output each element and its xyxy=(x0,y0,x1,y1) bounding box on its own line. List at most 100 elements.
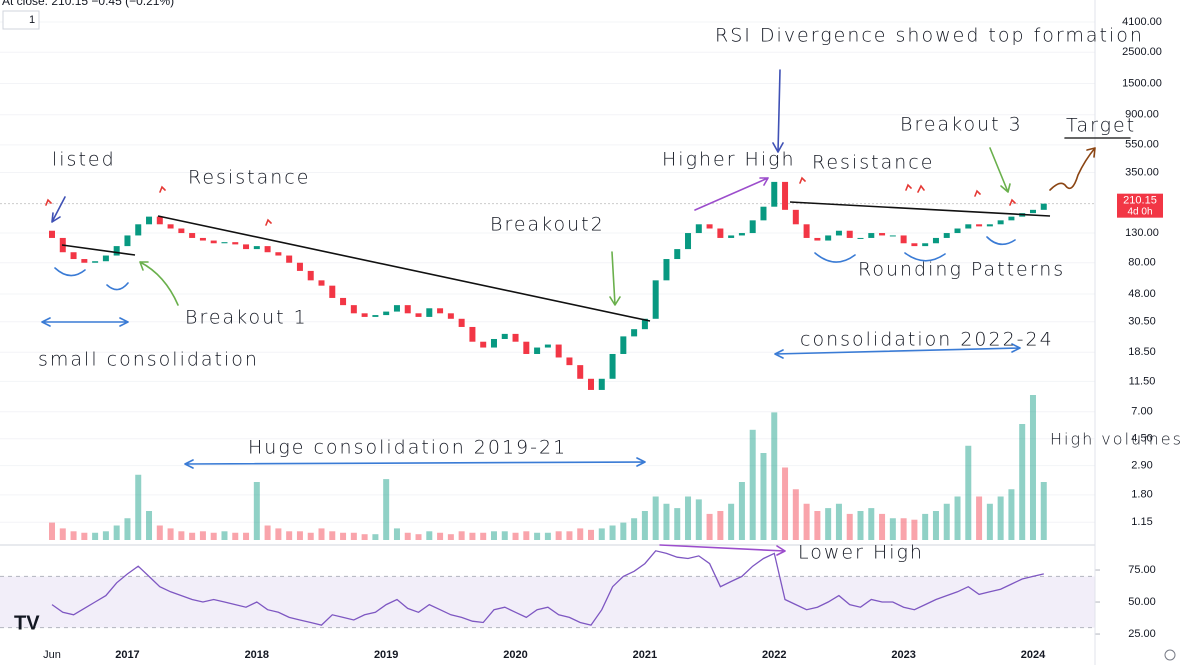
candle-body xyxy=(771,181,778,207)
volume-bar xyxy=(544,532,551,540)
volume-bar xyxy=(943,503,950,540)
y-tick-label: 11.50 xyxy=(1129,375,1156,387)
volume-bar xyxy=(803,503,810,540)
volume-bar xyxy=(1008,489,1015,540)
volume-bar xyxy=(340,532,347,540)
volume-bar xyxy=(102,531,109,540)
candle-body xyxy=(943,233,950,238)
volume-bar xyxy=(555,531,562,540)
volume-bar xyxy=(490,531,497,540)
volume-bar xyxy=(393,528,400,540)
candle-body xyxy=(911,243,918,247)
rsi-tick-label: 50.00 xyxy=(1128,596,1156,608)
y-tick-label: 1.80 xyxy=(1131,489,1152,501)
volume-bar xyxy=(846,513,853,540)
annotation: consolidation 2022-24 xyxy=(800,329,1054,351)
interval[interactable]: 1 xyxy=(29,14,35,26)
volume-bar xyxy=(965,445,972,540)
annotation: Huge consolidation 2019-21 xyxy=(248,437,567,459)
annotation: Lower High xyxy=(798,542,924,564)
candle-body xyxy=(480,341,487,348)
countdown: 4d 0h xyxy=(1127,206,1152,217)
volume-bar xyxy=(706,513,713,540)
volume-bar xyxy=(210,532,217,540)
y-tick-label: 2500.00 xyxy=(1122,46,1162,58)
candle-body xyxy=(92,261,99,263)
volume-bar xyxy=(458,531,465,540)
candle-body xyxy=(523,341,530,354)
volume-bar xyxy=(889,518,896,540)
volume-bar xyxy=(189,532,196,540)
candle-body xyxy=(437,308,444,314)
volume-bar xyxy=(92,532,99,540)
candle-body xyxy=(620,336,627,354)
y-tick-label: 2.90 xyxy=(1131,460,1152,472)
candle-body xyxy=(976,224,983,227)
y-tick-label: 130.00 xyxy=(1125,227,1159,239)
candle-body xyxy=(598,378,605,390)
annotations: listed Resistance Breakout 1 small conso… xyxy=(38,25,1181,564)
volume-bar xyxy=(286,531,293,540)
candle-body xyxy=(717,228,724,238)
volume-bar xyxy=(954,496,961,540)
candle-body xyxy=(426,308,433,317)
volume-bar xyxy=(523,531,530,540)
candle-body xyxy=(296,262,303,271)
volume-bar xyxy=(480,532,487,540)
rsi-band xyxy=(0,576,1095,628)
volume-pane xyxy=(49,395,1047,540)
volume-bar xyxy=(609,525,616,540)
candle-body xyxy=(1029,209,1036,214)
candle-body xyxy=(210,240,217,244)
price-pane xyxy=(49,181,1047,390)
candle-body xyxy=(695,224,702,234)
candle-body xyxy=(501,333,508,339)
annotation: Breakout 3 xyxy=(900,114,1023,136)
volume-bar xyxy=(631,518,638,540)
axes: 4100.00 2500.00 1500.00 900.00 550.00 350.00 1… xyxy=(43,16,1163,661)
candle-body xyxy=(857,237,864,239)
volume-bar xyxy=(738,482,745,540)
candle-body xyxy=(932,237,939,244)
candle-body xyxy=(868,233,875,238)
candle-body xyxy=(782,181,789,210)
volume-bar xyxy=(243,532,250,540)
y-tick-label: 900.00 xyxy=(1125,109,1159,121)
candle-body xyxy=(889,235,896,237)
volume-bar xyxy=(264,525,271,540)
candle-body xyxy=(243,244,250,250)
volume-bar xyxy=(415,534,422,540)
volume-bar xyxy=(879,513,886,540)
volume-bar xyxy=(1019,424,1026,540)
x-tick-label: 2022 xyxy=(762,649,786,661)
volume-bar xyxy=(437,532,444,540)
volume-bar xyxy=(59,528,66,540)
volume-bar xyxy=(404,532,411,540)
candle-body xyxy=(986,224,993,227)
y-tick-label: 7.00 xyxy=(1131,406,1152,418)
volume-bar xyxy=(588,529,594,540)
volume-bar xyxy=(113,525,120,540)
candle-body xyxy=(879,233,886,236)
x-tick-label: 2019 xyxy=(374,649,398,661)
candle-body xyxy=(846,230,853,238)
volume-bar xyxy=(868,508,875,540)
candle-body xyxy=(588,378,594,390)
volume-bar xyxy=(857,511,864,540)
interval-box[interactable] xyxy=(2,10,40,30)
y-tick-label: 350.00 xyxy=(1125,166,1159,178)
y-tick-label: 80.00 xyxy=(1128,257,1156,269)
volume-bar xyxy=(760,453,767,540)
rsi-tick-label: 75.00 xyxy=(1128,564,1156,576)
volume-bar xyxy=(911,519,918,540)
last-price-label: 210.15 xyxy=(1123,195,1157,207)
candle-body xyxy=(577,365,584,379)
volume-bar xyxy=(469,532,476,540)
volume-bar xyxy=(135,474,142,540)
candle-body xyxy=(997,220,1004,225)
settings-icon[interactable] xyxy=(1164,649,1176,661)
volume-bar xyxy=(501,531,508,540)
logo[interactable]: TV xyxy=(14,612,40,634)
candle-body xyxy=(404,305,411,314)
